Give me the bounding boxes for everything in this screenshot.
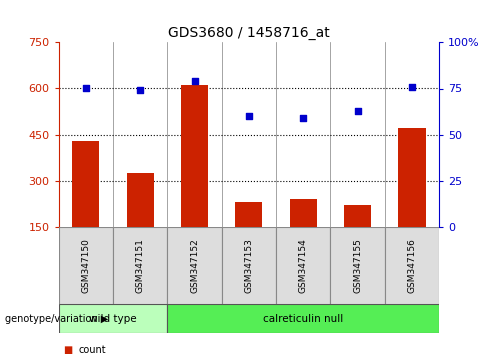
Bar (167, 227, 222, 304)
Bar (330, 227, 385, 304)
Bar (385, 227, 439, 304)
Bar (59, 227, 113, 304)
Text: calreticulin null: calreticulin null (263, 314, 344, 324)
Point (136, 87, 144, 93)
Text: GSM347152: GSM347152 (190, 238, 199, 293)
Bar (113, 227, 167, 304)
Text: wild type: wild type (89, 314, 137, 324)
Text: GSM347150: GSM347150 (81, 238, 90, 293)
Point (408, 84, 416, 90)
Bar (72, 141, 100, 227)
Bar (126, 173, 154, 227)
Point (245, 113, 253, 119)
Point (299, 115, 307, 121)
Bar (235, 202, 263, 227)
Point (191, 78, 199, 84)
Point (82, 86, 90, 91)
Text: GSM347155: GSM347155 (353, 238, 362, 293)
Text: GSM347156: GSM347156 (407, 238, 417, 293)
Bar (181, 85, 208, 227)
Bar (59, 304, 167, 333)
Text: GSM347154: GSM347154 (299, 238, 308, 293)
Text: GSM347151: GSM347151 (136, 238, 144, 293)
Point (354, 108, 362, 113)
Bar (167, 304, 439, 333)
Title: GDS3680 / 1458716_at: GDS3680 / 1458716_at (168, 26, 330, 40)
Text: ■: ■ (63, 346, 73, 354)
Bar (222, 227, 276, 304)
Bar (290, 199, 317, 227)
Text: genotype/variation ▶: genotype/variation ▶ (5, 314, 108, 324)
Bar (398, 129, 426, 227)
Text: count: count (78, 346, 106, 354)
Bar (276, 227, 330, 304)
Text: GSM347153: GSM347153 (244, 238, 253, 293)
Bar (344, 205, 371, 227)
